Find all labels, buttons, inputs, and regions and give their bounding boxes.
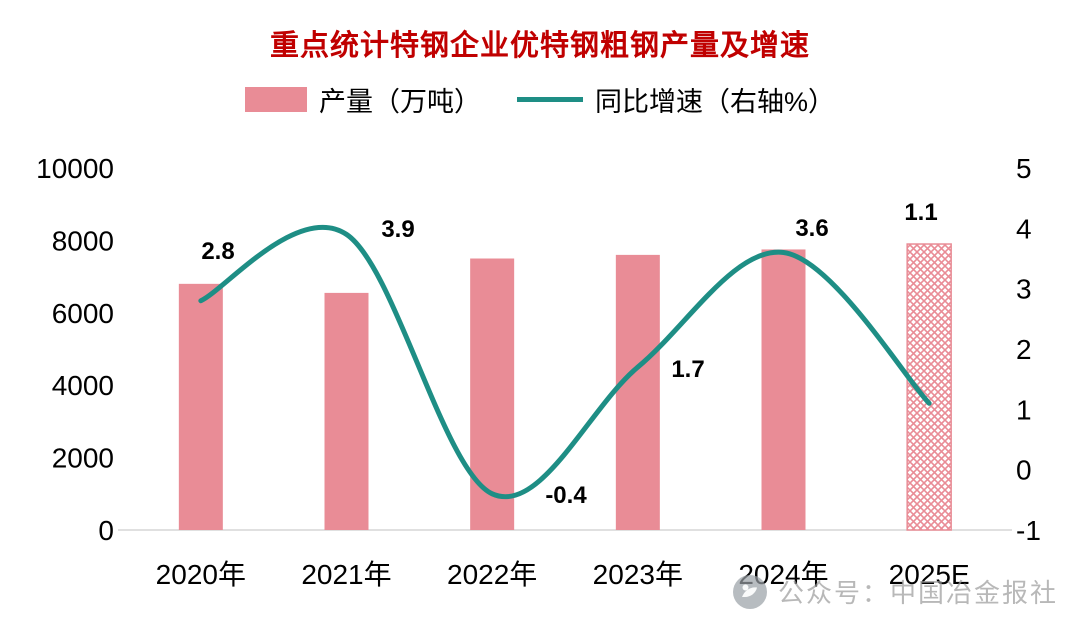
right-axis-tick: 1	[1016, 394, 1032, 425]
left-axis-tick: 10000	[36, 153, 114, 184]
right-axis-tick: 4	[1016, 213, 1032, 244]
right-axis-tick: 0	[1016, 455, 1032, 486]
point-label-2022年: -0.4	[545, 482, 587, 509]
legend-line-swatch-icon	[516, 97, 583, 102]
watermark-text: 公众号：中国冶金报社	[777, 578, 1058, 608]
point-label-2020年: 2.8	[201, 238, 234, 265]
x-category-label-2021年: 2021年	[301, 559, 391, 590]
x-category-label-2020年: 2020年	[156, 559, 246, 590]
legend-item-production: 产量（万吨）	[244, 80, 481, 119]
growth-rate-line	[198, 224, 932, 499]
legend-bar-label: 产量（万吨）	[318, 87, 481, 117]
legend-item-growth: 同比增速（右轴%）	[516, 80, 835, 119]
right-axis-tick: -1	[1016, 515, 1041, 546]
left-axis-tick: 0	[98, 515, 114, 546]
bar-2024年	[761, 249, 806, 530]
x-category-label-2022年: 2022年	[447, 559, 537, 590]
point-label-2021年: 3.9	[381, 216, 414, 243]
watermark-logo-icon	[732, 574, 767, 609]
bar-2021年	[324, 292, 369, 530]
left-axis-tick: 4000	[52, 370, 114, 401]
legend: 产量（万吨） 同比增速（右轴%）	[0, 80, 1080, 119]
left-axis-tick: 6000	[52, 298, 114, 329]
x-category-label-2023年: 2023年	[593, 559, 683, 590]
right-axis-tick: 2	[1016, 334, 1032, 365]
chart-title: 重点统计特钢企业优特钢粗钢产量及增速	[269, 30, 810, 62]
bar-2020年	[178, 283, 223, 530]
bar-2023年	[615, 254, 660, 530]
bar-2022年	[470, 258, 515, 530]
right-axis-tick: 3	[1016, 274, 1032, 305]
legend-bar-swatch-icon	[244, 87, 307, 112]
point-label-2024年: 3.6	[795, 215, 828, 242]
watermark: 公众号：中国冶金报社	[732, 573, 1058, 610]
point-label-2023年: 1.7	[671, 356, 704, 383]
legend-line-label: 同比增速（右轴%）	[594, 87, 835, 117]
right-axis-tick: 5	[1016, 153, 1032, 184]
left-axis-tick: 2000	[52, 443, 114, 474]
point-label-2025E: 1.1	[904, 199, 937, 226]
x-category-label-2025E: 2025E	[889, 559, 970, 590]
left-axis-tick: 8000	[52, 225, 114, 256]
